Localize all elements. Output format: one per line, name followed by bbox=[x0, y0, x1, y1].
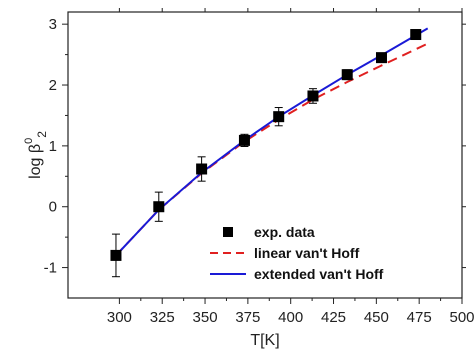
y-tick-label: -1 bbox=[44, 260, 57, 277]
x-tick-label: 350 bbox=[193, 309, 218, 326]
data-point bbox=[410, 29, 422, 41]
x-tick-label: 325 bbox=[150, 309, 175, 326]
x-tick-label: 425 bbox=[321, 309, 346, 326]
data-point bbox=[375, 52, 387, 64]
data-point bbox=[273, 111, 285, 123]
x-tick-label: 450 bbox=[364, 309, 389, 326]
y-axis-title: log β02 bbox=[23, 131, 49, 179]
y-tick-label: 1 bbox=[49, 138, 57, 155]
data-point bbox=[238, 134, 250, 146]
y-tick-label: 3 bbox=[49, 16, 57, 33]
legend: exp. data linear van't Hoff extended van't… bbox=[210, 224, 384, 282]
data-point bbox=[196, 163, 208, 175]
axis-labels: T[K] log β02 bbox=[23, 131, 280, 349]
x-tick-label: 475 bbox=[407, 309, 432, 326]
data-point bbox=[110, 249, 122, 261]
data-point bbox=[153, 201, 165, 213]
data-point bbox=[307, 90, 319, 102]
x-tick-label: 375 bbox=[235, 309, 260, 326]
x-tick-label: 300 bbox=[107, 309, 132, 326]
x-tick-label: 400 bbox=[278, 309, 303, 326]
legend-label-exp-data: exp. data bbox=[254, 224, 315, 240]
legend-label-extended-vant-hoff: extended van't Hoff bbox=[254, 266, 384, 282]
series-layer bbox=[110, 27, 429, 278]
x-axis-title: T[K] bbox=[250, 332, 279, 349]
x-tick-label: 500 bbox=[449, 309, 474, 326]
legend-marker-exp-data bbox=[223, 227, 233, 237]
axes-layer: 300 325 350 375 400 425 450 475 500 -1 0 1 2 3 bbox=[44, 8, 474, 326]
y-tick-label: 0 bbox=[49, 199, 57, 216]
y-tick-label: 2 bbox=[49, 77, 57, 94]
data-point bbox=[341, 69, 353, 81]
plot-frame bbox=[67, 11, 463, 299]
legend-label-linear-vant-hoff: linear van't Hoff bbox=[254, 245, 360, 261]
